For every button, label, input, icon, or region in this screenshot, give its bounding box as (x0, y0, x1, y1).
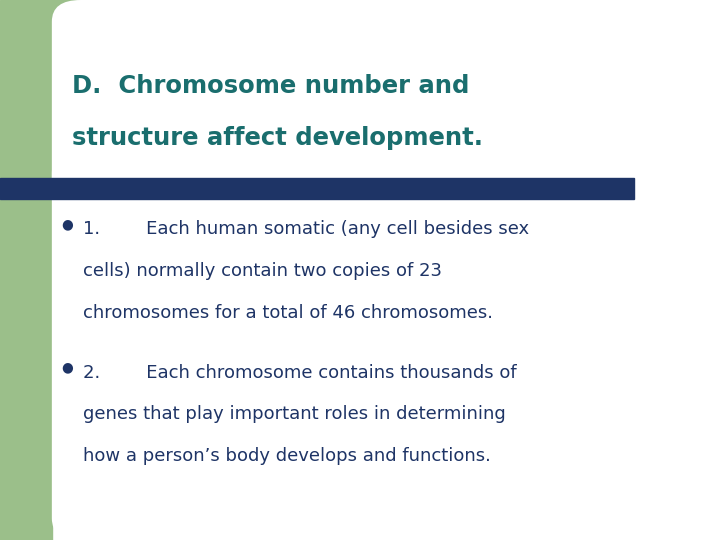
Text: structure affect development.: structure affect development. (72, 126, 483, 150)
Text: how a person’s body develops and functions.: how a person’s body develops and functio… (83, 447, 490, 465)
Text: 1.        Each human somatic (any cell besides sex: 1. Each human somatic (any cell besides … (83, 220, 529, 239)
Text: cells) normally contain two copies of 23: cells) normally contain two copies of 23 (83, 262, 442, 280)
Text: ●: ● (61, 217, 73, 231)
Text: chromosomes for a total of 46 chromosomes.: chromosomes for a total of 46 chromosome… (83, 303, 492, 322)
Text: D.  Chromosome number and: D. Chromosome number and (72, 75, 469, 98)
Text: ●: ● (61, 360, 73, 374)
Text: genes that play important roles in determining: genes that play important roles in deter… (83, 405, 505, 423)
Bar (0, 178, 634, 199)
FancyBboxPatch shape (52, 0, 720, 200)
Text: 2.        Each chromosome contains thousands of: 2. Each chromosome contains thousands of (83, 363, 516, 382)
FancyBboxPatch shape (52, 151, 720, 540)
Bar (0, 0, 52, 540)
Bar (52, 0, 203, 151)
